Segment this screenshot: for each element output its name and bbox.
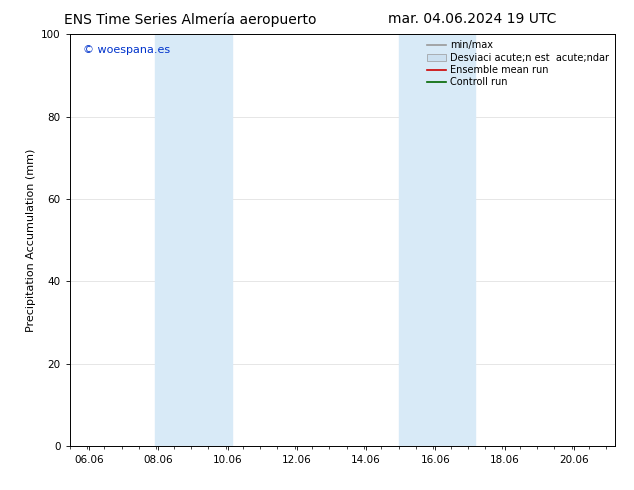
Text: ENS Time Series Almería aeropuerto: ENS Time Series Almería aeropuerto — [64, 12, 316, 27]
Bar — [399, 34, 475, 446]
Y-axis label: Precipitation Accumulation (mm): Precipitation Accumulation (mm) — [25, 148, 36, 332]
Text: mar. 04.06.2024 19 UTC: mar. 04.06.2024 19 UTC — [388, 12, 557, 26]
Bar — [155, 34, 233, 446]
Text: © woespana.es: © woespana.es — [83, 45, 171, 54]
Legend: min/max, Desviaci acute;n est  acute;ndar, Ensemble mean run, Controll run: min/max, Desviaci acute;n est acute;ndar… — [424, 37, 612, 90]
